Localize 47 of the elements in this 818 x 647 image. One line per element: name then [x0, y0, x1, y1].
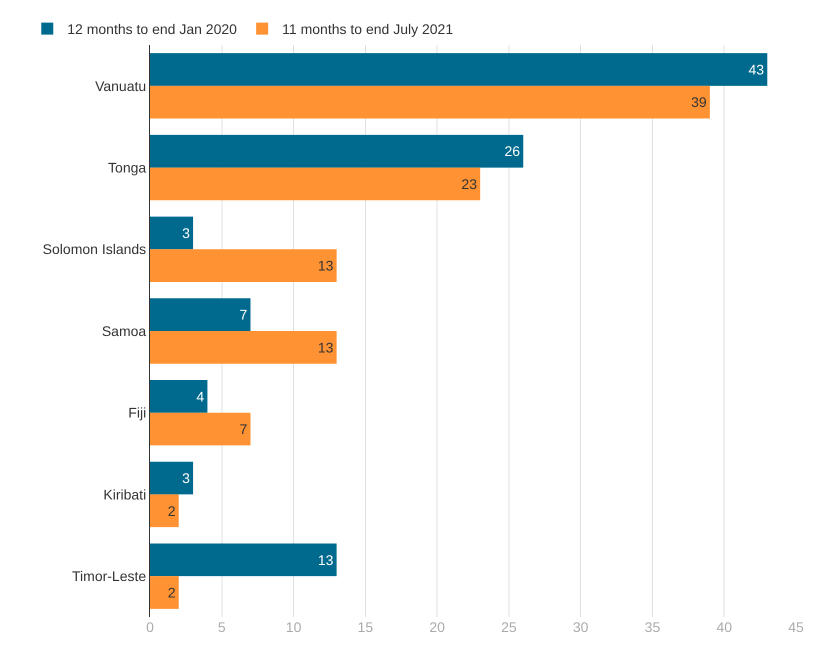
data-label: 7 [239, 421, 248, 438]
legend-label: 12 months to end Jan 2020 [67, 21, 238, 38]
y-tick-label: Vanuatu [95, 78, 146, 94]
data-label: 13 [318, 258, 334, 274]
bar [150, 249, 337, 282]
y-tick-label: Fiji [128, 404, 146, 421]
bar [150, 462, 194, 494]
data-label: 2 [168, 502, 176, 519]
x-tick-label: 15 [358, 619, 374, 635]
bar [150, 494, 179, 528]
data-label: 4 [196, 388, 204, 404]
x-tick-label: 25 [501, 619, 517, 635]
data-label: 26 [504, 143, 520, 160]
bar [150, 53, 768, 86]
x-tick-label: 0 [146, 619, 154, 635]
x-tick-label: 20 [429, 619, 446, 635]
data-label: 23 [461, 176, 478, 192]
x-tick-label: 35 [644, 619, 660, 635]
bar [150, 412, 250, 446]
x-tick-label: 30 [572, 619, 589, 635]
data-label: 43 [748, 62, 764, 78]
x-tick-label: 5 [218, 619, 226, 635]
y-tick-label: Tonga [108, 159, 146, 176]
x-tick-label: 40 [716, 619, 732, 635]
data-label: 3 [182, 470, 190, 486]
y-tick-label: Solomon Islands [42, 241, 146, 258]
bar [150, 543, 337, 576]
y-tick-label: Samoa [102, 322, 146, 339]
data-label: 2 [168, 584, 176, 600]
legend-label: 11 months to end July 2021 [282, 21, 454, 38]
data-label: 7 [239, 306, 248, 323]
bar [150, 576, 179, 609]
bar [150, 134, 524, 168]
bar [150, 298, 250, 331]
x-tick-label: 10 [286, 619, 302, 635]
data-label: 39 [691, 94, 707, 110]
data-label: 13 [318, 339, 334, 356]
data-label: 3 [182, 224, 190, 241]
x-tick-label: 45 [788, 619, 804, 635]
bar [150, 380, 208, 413]
bar [150, 331, 337, 364]
bar [150, 168, 480, 200]
bar [150, 216, 194, 250]
y-tick-label: Kiribati [103, 486, 146, 502]
bar [150, 86, 710, 119]
data-label: 13 [318, 552, 334, 568]
y-tick-label: Timor-Leste [72, 568, 146, 584]
